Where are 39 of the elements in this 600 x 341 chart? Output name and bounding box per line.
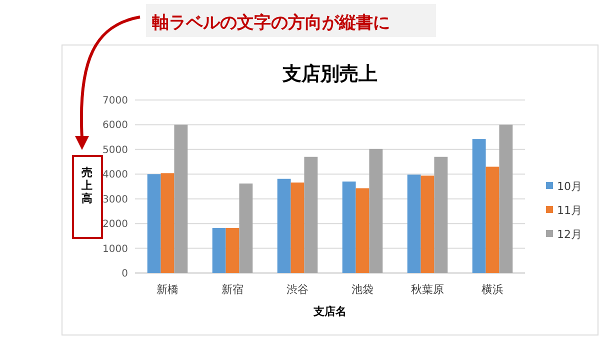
y-tick-label: 6000 [102, 120, 128, 132]
bar [160, 173, 174, 273]
y-tick-label: 4000 [102, 170, 128, 181]
legend-label: 12月 [557, 228, 582, 241]
bar [277, 178, 291, 273]
bar [407, 174, 421, 273]
legend-label: 10月 [557, 180, 582, 193]
x-tick-label: 渋谷 [286, 283, 308, 296]
bar [304, 156, 318, 273]
bar [472, 139, 486, 273]
bar [174, 124, 188, 273]
x-tick-label: 新宿 [222, 283, 244, 296]
x-axis-title: 支店名 [312, 305, 346, 318]
y-tick-label: 2000 [102, 219, 128, 230]
chart-title: 支店別売上 [282, 63, 378, 85]
bar [239, 184, 253, 273]
legend-label: 11月 [557, 204, 582, 217]
bar [420, 176, 434, 273]
x-tick-label: 横浜 [482, 283, 504, 296]
bar [290, 182, 304, 273]
bar [499, 124, 513, 273]
bar [147, 174, 161, 273]
y-tick-label: 1000 [102, 244, 128, 255]
y-tick-label: 7000 [102, 96, 128, 106]
text: 軸ラベルの文字の方向が縦書に [151, 13, 390, 33]
bar [486, 166, 500, 273]
bar [226, 228, 240, 273]
bar [434, 156, 448, 273]
x-tick-label: 新橋 [156, 283, 178, 296]
y-axis-title: 売上高 [80, 166, 92, 205]
bar [212, 228, 226, 273]
bar [356, 188, 370, 273]
bar [369, 148, 383, 273]
bar [342, 182, 356, 273]
x-tick-label: 池袋 [352, 283, 374, 296]
y-tick-label: 3000 [102, 194, 128, 206]
x-tick-label: 秋葉原 [411, 283, 444, 296]
y-tick-label: 5000 [102, 144, 128, 156]
y-tick-label: 0 [122, 268, 128, 280]
